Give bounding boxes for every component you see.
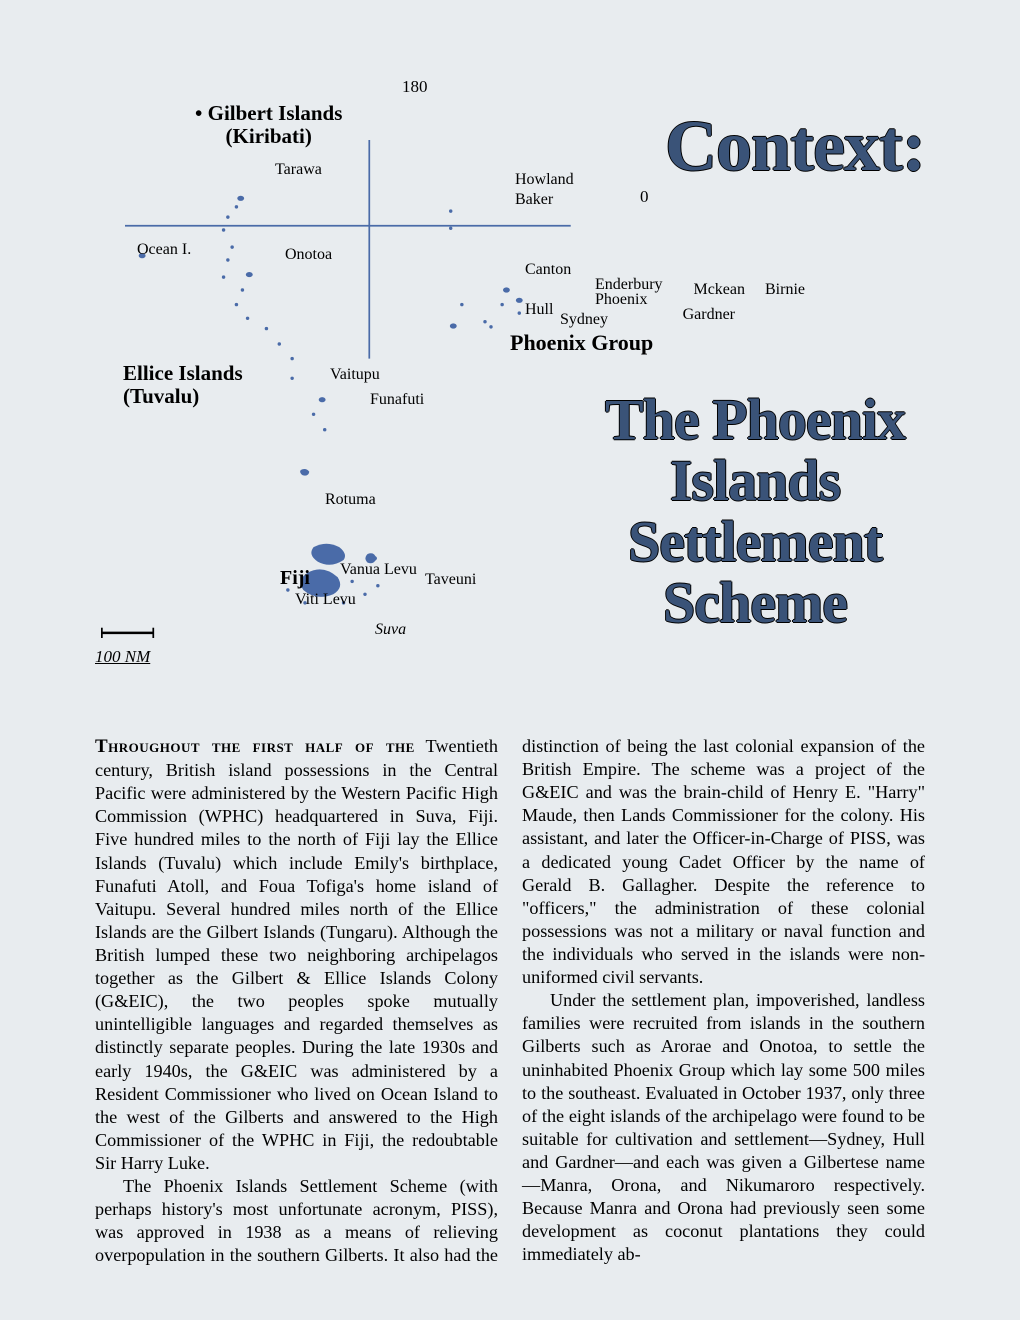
paragraph-1: Throughout the first half of the Twentie… xyxy=(95,735,498,1175)
island-label: Suva xyxy=(375,622,406,638)
map-region: 180 0 • Gilbert Islands (Kiribati) Ellic… xyxy=(95,60,925,700)
island-label: Mckean xyxy=(693,282,745,298)
island-label: Funafuti xyxy=(370,392,424,408)
island-label: Tarawa xyxy=(275,162,322,178)
group-fiji: Fiji xyxy=(280,568,310,588)
island-label: Viti Levu xyxy=(295,592,356,608)
island-label: Vaitupu xyxy=(330,367,380,383)
island-label: Baker xyxy=(515,192,553,208)
group-phoenix: Phoenix Group xyxy=(510,332,653,354)
main-title: The Phoenix Islands Settlement Scheme xyxy=(605,390,905,634)
island-label: Ocean I. xyxy=(137,242,191,258)
island-label: Rotuma xyxy=(325,492,376,508)
context-title: Context: xyxy=(665,105,925,188)
map-scale-label: 100 NM xyxy=(95,648,150,665)
island-label: Hull xyxy=(525,302,553,318)
group-gilbert: • Gilbert Islands (Kiribati) xyxy=(195,102,342,148)
island-label: Taveuni xyxy=(425,572,476,588)
map-lon-label: 180 xyxy=(402,78,428,95)
paragraph-3: Under the settlement plan, impoverished,… xyxy=(522,989,925,1266)
group-ellice: Ellice Islands (Tuvalu) xyxy=(123,362,243,408)
island-label: Howland xyxy=(515,172,574,188)
body-text: Throughout the first half of the Twentie… xyxy=(95,735,925,1268)
island-label: Birnie xyxy=(765,282,805,298)
island-label: Phoenix xyxy=(595,292,647,308)
island-label: Vanua Levu xyxy=(340,562,417,578)
island-label: Gardner xyxy=(683,307,735,323)
lead-text: Throughout the first half of the xyxy=(95,736,415,757)
island-label: Onotoa xyxy=(285,247,332,263)
island-label: Canton xyxy=(525,262,571,278)
island-label: Sydney xyxy=(560,312,608,328)
map-lat-label: 0 xyxy=(640,188,649,205)
